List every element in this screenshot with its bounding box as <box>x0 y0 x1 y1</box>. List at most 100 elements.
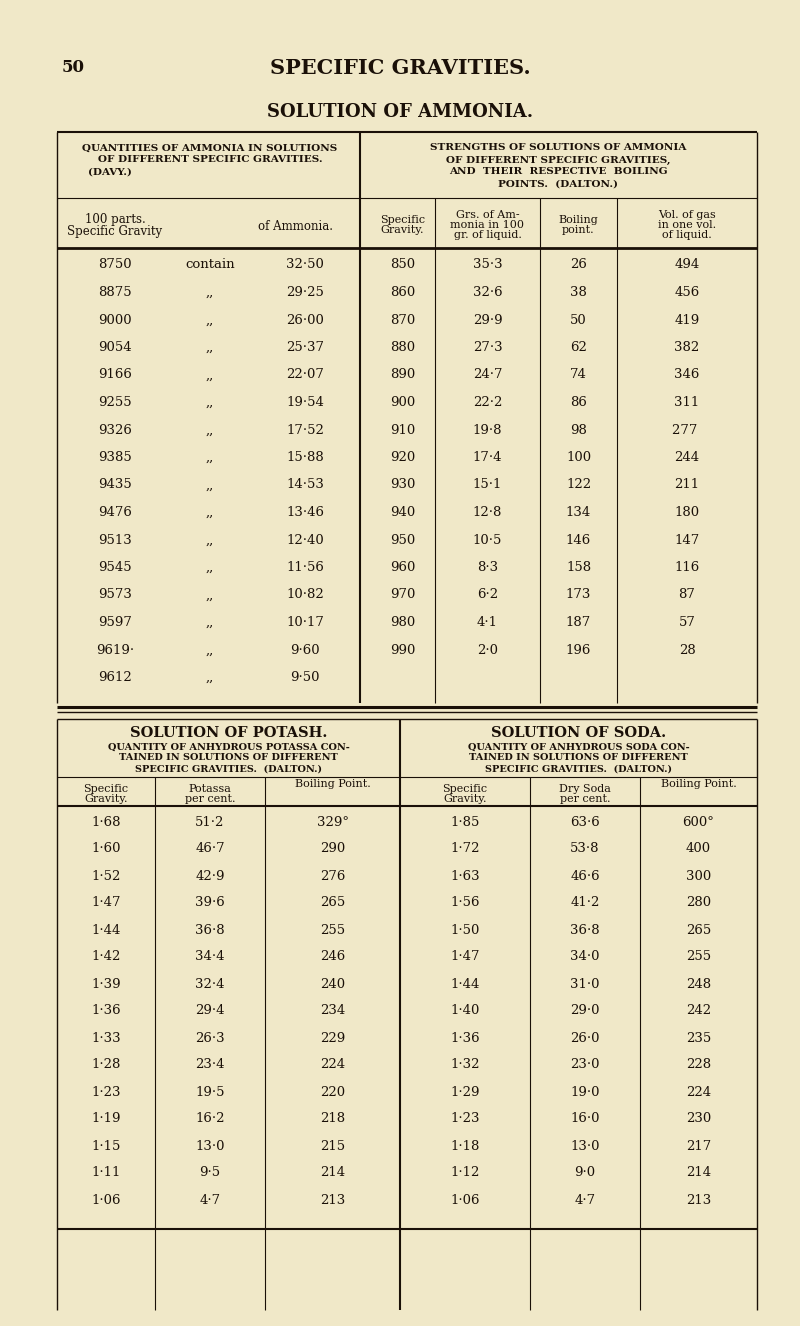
Text: 329°: 329° <box>317 815 349 829</box>
Text: 910: 910 <box>390 423 415 436</box>
Text: 86: 86 <box>570 396 587 408</box>
Text: 220: 220 <box>320 1086 345 1098</box>
Text: 24·7: 24·7 <box>473 369 502 382</box>
Text: 1·18: 1·18 <box>450 1139 480 1152</box>
Text: 1·47: 1·47 <box>450 951 480 964</box>
Text: ,,: ,, <box>206 671 214 684</box>
Text: 196: 196 <box>566 643 591 656</box>
Text: 419: 419 <box>674 313 700 326</box>
Text: 10·5: 10·5 <box>473 533 502 546</box>
Text: 228: 228 <box>686 1058 711 1071</box>
Text: TAINED IN SOLUTIONS OF DIFFERENT: TAINED IN SOLUTIONS OF DIFFERENT <box>469 753 688 762</box>
Text: 98: 98 <box>570 423 587 436</box>
Text: 46·6: 46·6 <box>570 870 600 883</box>
Text: 300: 300 <box>686 870 711 883</box>
Text: 1·11: 1·11 <box>91 1167 121 1180</box>
Text: 1·15: 1·15 <box>91 1139 121 1152</box>
Text: 234: 234 <box>320 1005 345 1017</box>
Text: OF DIFFERENT SPECIFIC GRAVITIES.: OF DIFFERENT SPECIFIC GRAVITIES. <box>98 155 322 164</box>
Text: 9326: 9326 <box>98 423 132 436</box>
Text: 36·8: 36·8 <box>195 923 225 936</box>
Text: Dry Soda: Dry Soda <box>559 784 611 794</box>
Text: 1·40: 1·40 <box>450 1005 480 1017</box>
Text: 187: 187 <box>566 617 591 629</box>
Text: 211: 211 <box>674 479 699 492</box>
Text: QUANTITY OF ANHYDROUS SODA CON-: QUANTITY OF ANHYDROUS SODA CON- <box>468 743 690 752</box>
Text: 229: 229 <box>320 1032 345 1045</box>
Text: 900: 900 <box>390 396 415 408</box>
Text: 217: 217 <box>686 1139 711 1152</box>
Text: 9·5: 9·5 <box>199 1167 221 1180</box>
Text: 27·3: 27·3 <box>473 341 502 354</box>
Text: 26·3: 26·3 <box>195 1032 225 1045</box>
Text: Specific Gravity: Specific Gravity <box>67 225 162 239</box>
Text: 116: 116 <box>674 561 700 574</box>
Text: 280: 280 <box>686 896 711 910</box>
Text: 9255: 9255 <box>98 396 132 408</box>
Text: ,,: ,, <box>206 396 214 408</box>
Text: 35·3: 35·3 <box>473 259 502 272</box>
Text: 26·00: 26·00 <box>286 313 324 326</box>
Text: 1·60: 1·60 <box>91 842 121 855</box>
Text: 2·0: 2·0 <box>477 643 498 656</box>
Text: 19·0: 19·0 <box>570 1086 600 1098</box>
Text: 494: 494 <box>674 259 700 272</box>
Text: ,,: ,, <box>206 313 214 326</box>
Text: 456: 456 <box>674 286 700 298</box>
Text: ,,: ,, <box>206 507 214 518</box>
Text: 9612: 9612 <box>98 671 132 684</box>
Text: 173: 173 <box>566 589 591 602</box>
Text: 1·44: 1·44 <box>450 977 480 991</box>
Text: 9513: 9513 <box>98 533 132 546</box>
Text: 235: 235 <box>686 1032 711 1045</box>
Text: 400: 400 <box>686 842 711 855</box>
Text: 1·33: 1·33 <box>91 1032 121 1045</box>
Text: per cent.: per cent. <box>560 794 610 804</box>
Text: Specific: Specific <box>83 784 129 794</box>
Text: 26: 26 <box>570 259 587 272</box>
Text: 1·52: 1·52 <box>91 870 121 883</box>
Text: 382: 382 <box>674 341 700 354</box>
Text: 19·54: 19·54 <box>286 396 324 408</box>
Text: POINTS.  (DALTON.): POINTS. (DALTON.) <box>498 179 618 188</box>
Text: 1·36: 1·36 <box>450 1032 480 1045</box>
Text: 31·0: 31·0 <box>570 977 600 991</box>
Text: 146: 146 <box>566 533 591 546</box>
Text: 600°: 600° <box>682 815 714 829</box>
Text: Boiling: Boiling <box>558 215 598 225</box>
Text: 224: 224 <box>686 1086 711 1098</box>
Text: 53·8: 53·8 <box>570 842 600 855</box>
Text: 1·36: 1·36 <box>91 1005 121 1017</box>
Text: 17·52: 17·52 <box>286 423 324 436</box>
Text: 16·0: 16·0 <box>570 1113 600 1126</box>
Text: 100 parts.: 100 parts. <box>85 213 146 227</box>
Text: STRENGTHS OF SOLUTIONS OF AMMONIA: STRENGTHS OF SOLUTIONS OF AMMONIA <box>430 143 686 152</box>
Text: 1·19: 1·19 <box>91 1113 121 1126</box>
Text: (DAVY.): (DAVY.) <box>88 167 132 176</box>
Text: Gravity.: Gravity. <box>381 225 424 235</box>
Text: 12·8: 12·8 <box>473 507 502 518</box>
Text: 38: 38 <box>570 286 587 298</box>
Text: ,,: ,, <box>206 341 214 354</box>
Text: Specific: Specific <box>380 215 425 225</box>
Text: 1·68: 1·68 <box>91 815 121 829</box>
Text: 930: 930 <box>390 479 415 492</box>
Text: 248: 248 <box>686 977 711 991</box>
Text: 17·4: 17·4 <box>473 451 502 464</box>
Text: 224: 224 <box>320 1058 345 1071</box>
Text: 1·12: 1·12 <box>450 1167 480 1180</box>
Text: 180: 180 <box>674 507 699 518</box>
Text: 15·1: 15·1 <box>473 479 502 492</box>
Text: 9597: 9597 <box>98 617 132 629</box>
Text: 57: 57 <box>678 617 695 629</box>
Text: 41·2: 41·2 <box>570 896 600 910</box>
Text: ,,: ,, <box>206 369 214 382</box>
Text: 1·85: 1·85 <box>450 815 480 829</box>
Text: 122: 122 <box>566 479 591 492</box>
Text: 940: 940 <box>390 507 415 518</box>
Text: 9·0: 9·0 <box>574 1167 595 1180</box>
Text: 29·4: 29·4 <box>195 1005 225 1017</box>
Text: 9435: 9435 <box>98 479 132 492</box>
Text: 9573: 9573 <box>98 589 132 602</box>
Text: 50: 50 <box>570 313 587 326</box>
